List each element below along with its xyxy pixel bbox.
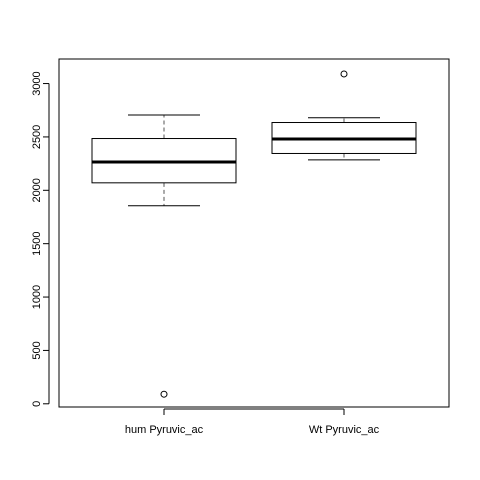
y-tick-label: 3000 [31,71,43,95]
x-tick-label: hum Pyruvic_ac [125,424,204,436]
y-tick-label: 0 [31,401,43,407]
outlier-point [340,70,348,78]
y-tick-label: 2000 [31,178,43,202]
outlier-point [160,390,168,398]
y-tick-label: 1500 [31,231,43,255]
plot-frame [58,58,450,408]
y-tick-label: 1000 [31,285,43,309]
y-tick-label: 2500 [31,125,43,149]
plot-area: 0 500 1000 1500 2000 2500 3000 hum Pyruvic_ac Wt… [31,58,450,436]
y-tick-label: 500 [31,341,43,359]
x-tick-label: Wt Pyruvic_ac [309,424,380,436]
